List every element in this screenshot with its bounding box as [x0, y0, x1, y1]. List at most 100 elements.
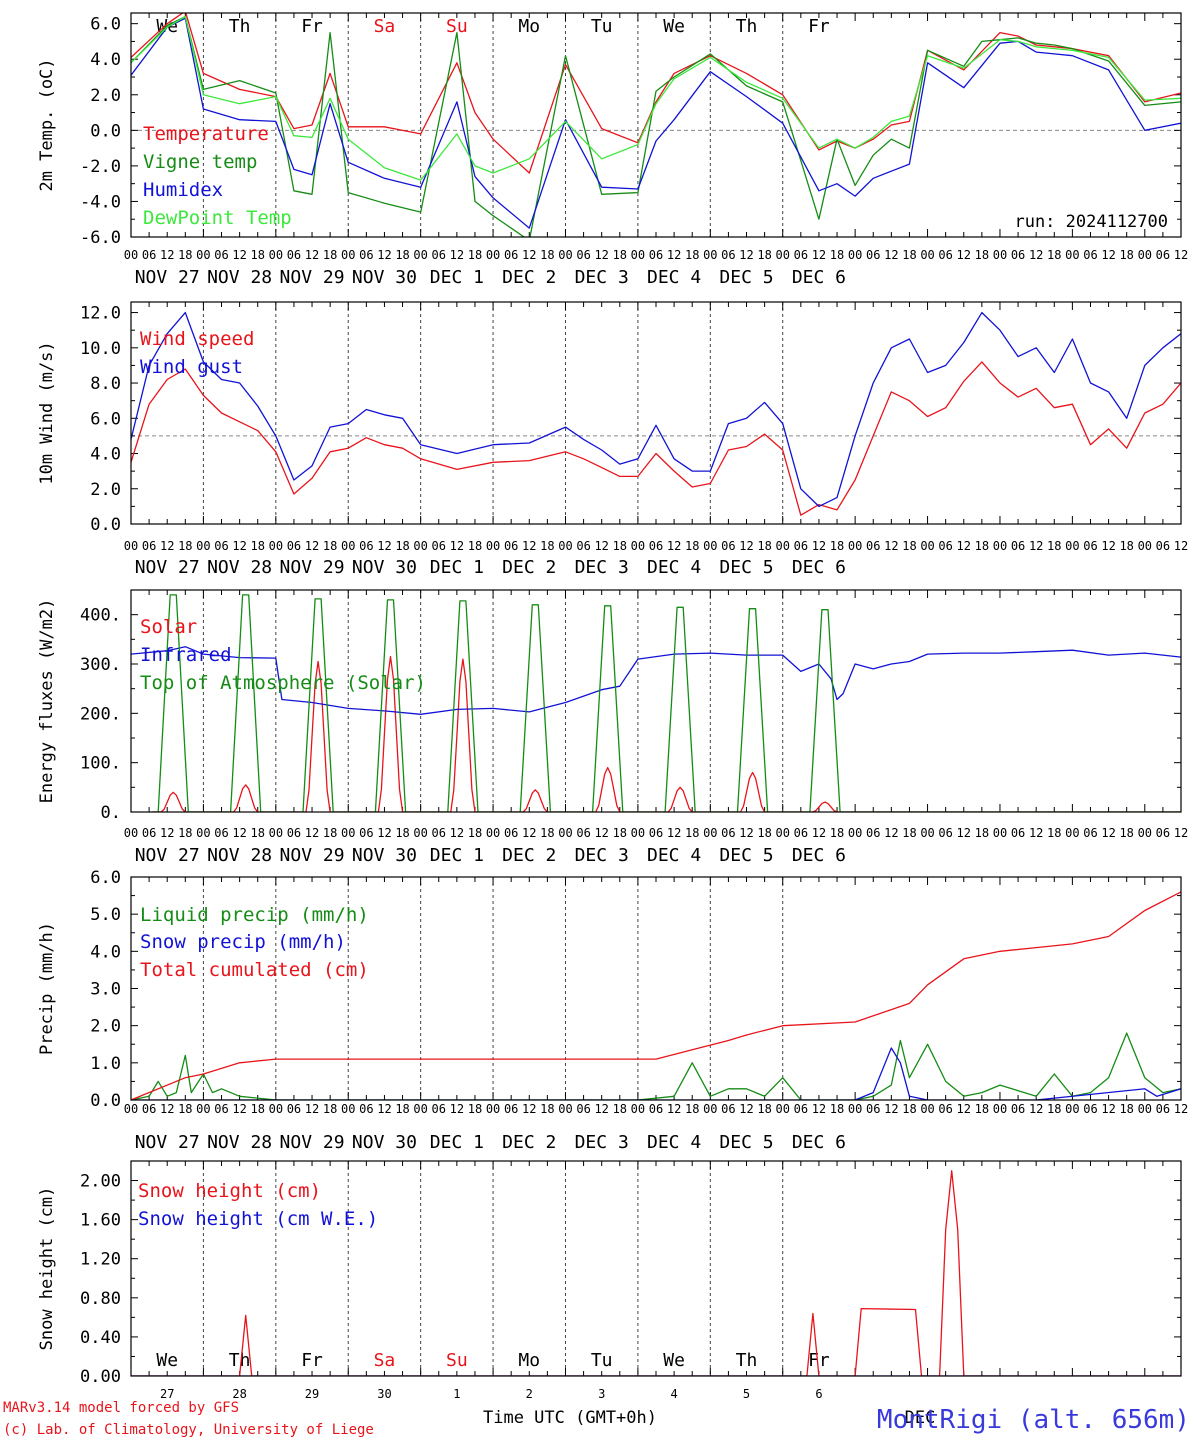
y-tick-label: 3.0 [90, 980, 121, 1000]
date-label: DEC 6 [792, 845, 846, 866]
series-group [131, 311, 1181, 516]
hour-tick-label: 06 [504, 248, 518, 262]
weekday-label: Sa [374, 1350, 396, 1371]
hour-tick-label: 06 [504, 826, 518, 840]
date-label: DEC 1 [430, 267, 484, 288]
hour-tick-label: 00 [269, 248, 283, 262]
y-tick-label: -6.0 [80, 228, 121, 248]
date-label: DEC 3 [575, 267, 629, 288]
hour-tick-label: 18 [395, 826, 409, 840]
y-tick-label: 6.0 [90, 409, 121, 429]
hour-tick-label: 18 [468, 539, 482, 553]
panel-frame [130, 876, 1182, 1101]
y-tick-label: 0.0 [90, 1091, 121, 1111]
hour-tick-label: 12 [667, 826, 681, 840]
hour-tick-label: 18 [757, 539, 771, 553]
hour-tick-label: 12 [377, 248, 391, 262]
hour-tick-label: 12 [305, 248, 319, 262]
hour-tick-label: 18 [830, 539, 844, 553]
hour-tick-label: 00 [993, 1102, 1007, 1116]
hour-tick-label: 06 [504, 539, 518, 553]
hour-tick-label: 12 [450, 826, 464, 840]
y-tick-label: 0.40 [80, 1328, 121, 1348]
weekday-label: Th [229, 16, 251, 37]
hour-tick-label: 06 [287, 248, 301, 262]
hour-tick-label: 18 [975, 1102, 989, 1116]
y-tick-label: 2.0 [90, 480, 121, 500]
hour-tick-label: 00 [196, 826, 210, 840]
hour-tick-label: 18 [468, 1102, 482, 1116]
legend-entry: Solar [140, 616, 197, 638]
series-line [131, 361, 1181, 516]
hour-tick-label: 06 [359, 248, 373, 262]
hour-tick-label: 12 [1101, 1102, 1115, 1116]
weekday-label: We [663, 16, 685, 37]
hour-tick-label: 06 [649, 248, 663, 262]
y-tick-label: 6.0 [90, 868, 121, 888]
hour-tick-label: 12 [160, 1102, 174, 1116]
hour-tick-label: 18 [902, 539, 916, 553]
hour-tick-label: 18 [323, 539, 337, 553]
hour-tick-label: 00 [775, 1102, 789, 1116]
hour-tick-label: 12 [377, 826, 391, 840]
hour-tick-label: 18 [395, 1102, 409, 1116]
hour-tick-label: 00 [196, 1102, 210, 1116]
y-axis-label: 10m Wind (m/s) [37, 341, 57, 484]
date-label: DEC 4 [647, 1132, 701, 1153]
date-label: NOV 29 [280, 845, 345, 866]
series-line [131, 891, 1181, 1100]
hour-tick-label: 18 [902, 826, 916, 840]
hour-tick-label: 12 [1174, 248, 1188, 262]
hour-tick-label: 06 [359, 826, 373, 840]
hour-tick-label: 06 [1156, 539, 1170, 553]
hour-tick-label: 06 [1083, 539, 1097, 553]
hour-tick-label: 06 [576, 539, 590, 553]
hour-tick-label: 06 [866, 826, 880, 840]
hour-tick-label: 12 [522, 248, 536, 262]
y-tick-label: 6.0 [90, 15, 121, 35]
day-number-label: 2 [526, 1387, 533, 1401]
y-tick-label: 4.0 [90, 942, 121, 962]
hour-tick-label: 12 [232, 826, 246, 840]
hour-tick-label: 18 [1047, 826, 1061, 840]
legend-entry: Wind gust [140, 356, 243, 378]
hour-tick-label: 12 [522, 539, 536, 553]
hour-tick-label: 12 [450, 248, 464, 262]
hour-tick-label: 00 [1138, 826, 1152, 840]
hour-tick-label: 00 [775, 248, 789, 262]
hour-tick-label: 18 [685, 539, 699, 553]
hour-tick-label: 06 [576, 1102, 590, 1116]
hour-tick-label: 18 [830, 826, 844, 840]
hour-tick-label: 12 [957, 826, 971, 840]
y-axis-label: Precip (mm/h) [37, 922, 57, 1055]
panel-frame [130, 1160, 1182, 1377]
hour-tick-label: 06 [432, 248, 446, 262]
weekday-label: Th [229, 1350, 251, 1371]
y-tick-label: 4.0 [90, 50, 121, 70]
weekday-label: Tu [591, 1350, 613, 1371]
date-label: DEC 5 [719, 557, 773, 578]
hour-tick-label: 06 [432, 539, 446, 553]
day-number-label: 3 [598, 1387, 605, 1401]
hour-tick-label: 00 [124, 1102, 138, 1116]
hour-tick-label: 18 [540, 539, 554, 553]
hour-tick-label: 06 [938, 539, 952, 553]
y-axis-label: 2m Temp. (oC) [37, 58, 57, 191]
legend-entry: Snow precip (mm/h) [140, 931, 346, 953]
hour-tick-label: 00 [1138, 248, 1152, 262]
hour-tick-label: 06 [287, 826, 301, 840]
panel-frame [130, 301, 1182, 525]
hour-tick-label: 18 [323, 248, 337, 262]
legend-entry: Infrared [140, 644, 232, 666]
hour-tick-label: 00 [486, 826, 500, 840]
series-line [131, 311, 1181, 508]
hour-tick-label: 18 [178, 826, 192, 840]
legend-entry: Total cumulated (cm) [140, 959, 369, 981]
date-label: NOV 28 [207, 267, 272, 288]
date-label: DEC 6 [792, 267, 846, 288]
y-axis-label: Snow height (cm) [37, 1187, 57, 1351]
date-label: DEC 2 [502, 1132, 556, 1153]
hour-tick-label: 12 [232, 248, 246, 262]
hour-tick-label: 00 [486, 1102, 500, 1116]
hour-tick-label: 18 [757, 826, 771, 840]
